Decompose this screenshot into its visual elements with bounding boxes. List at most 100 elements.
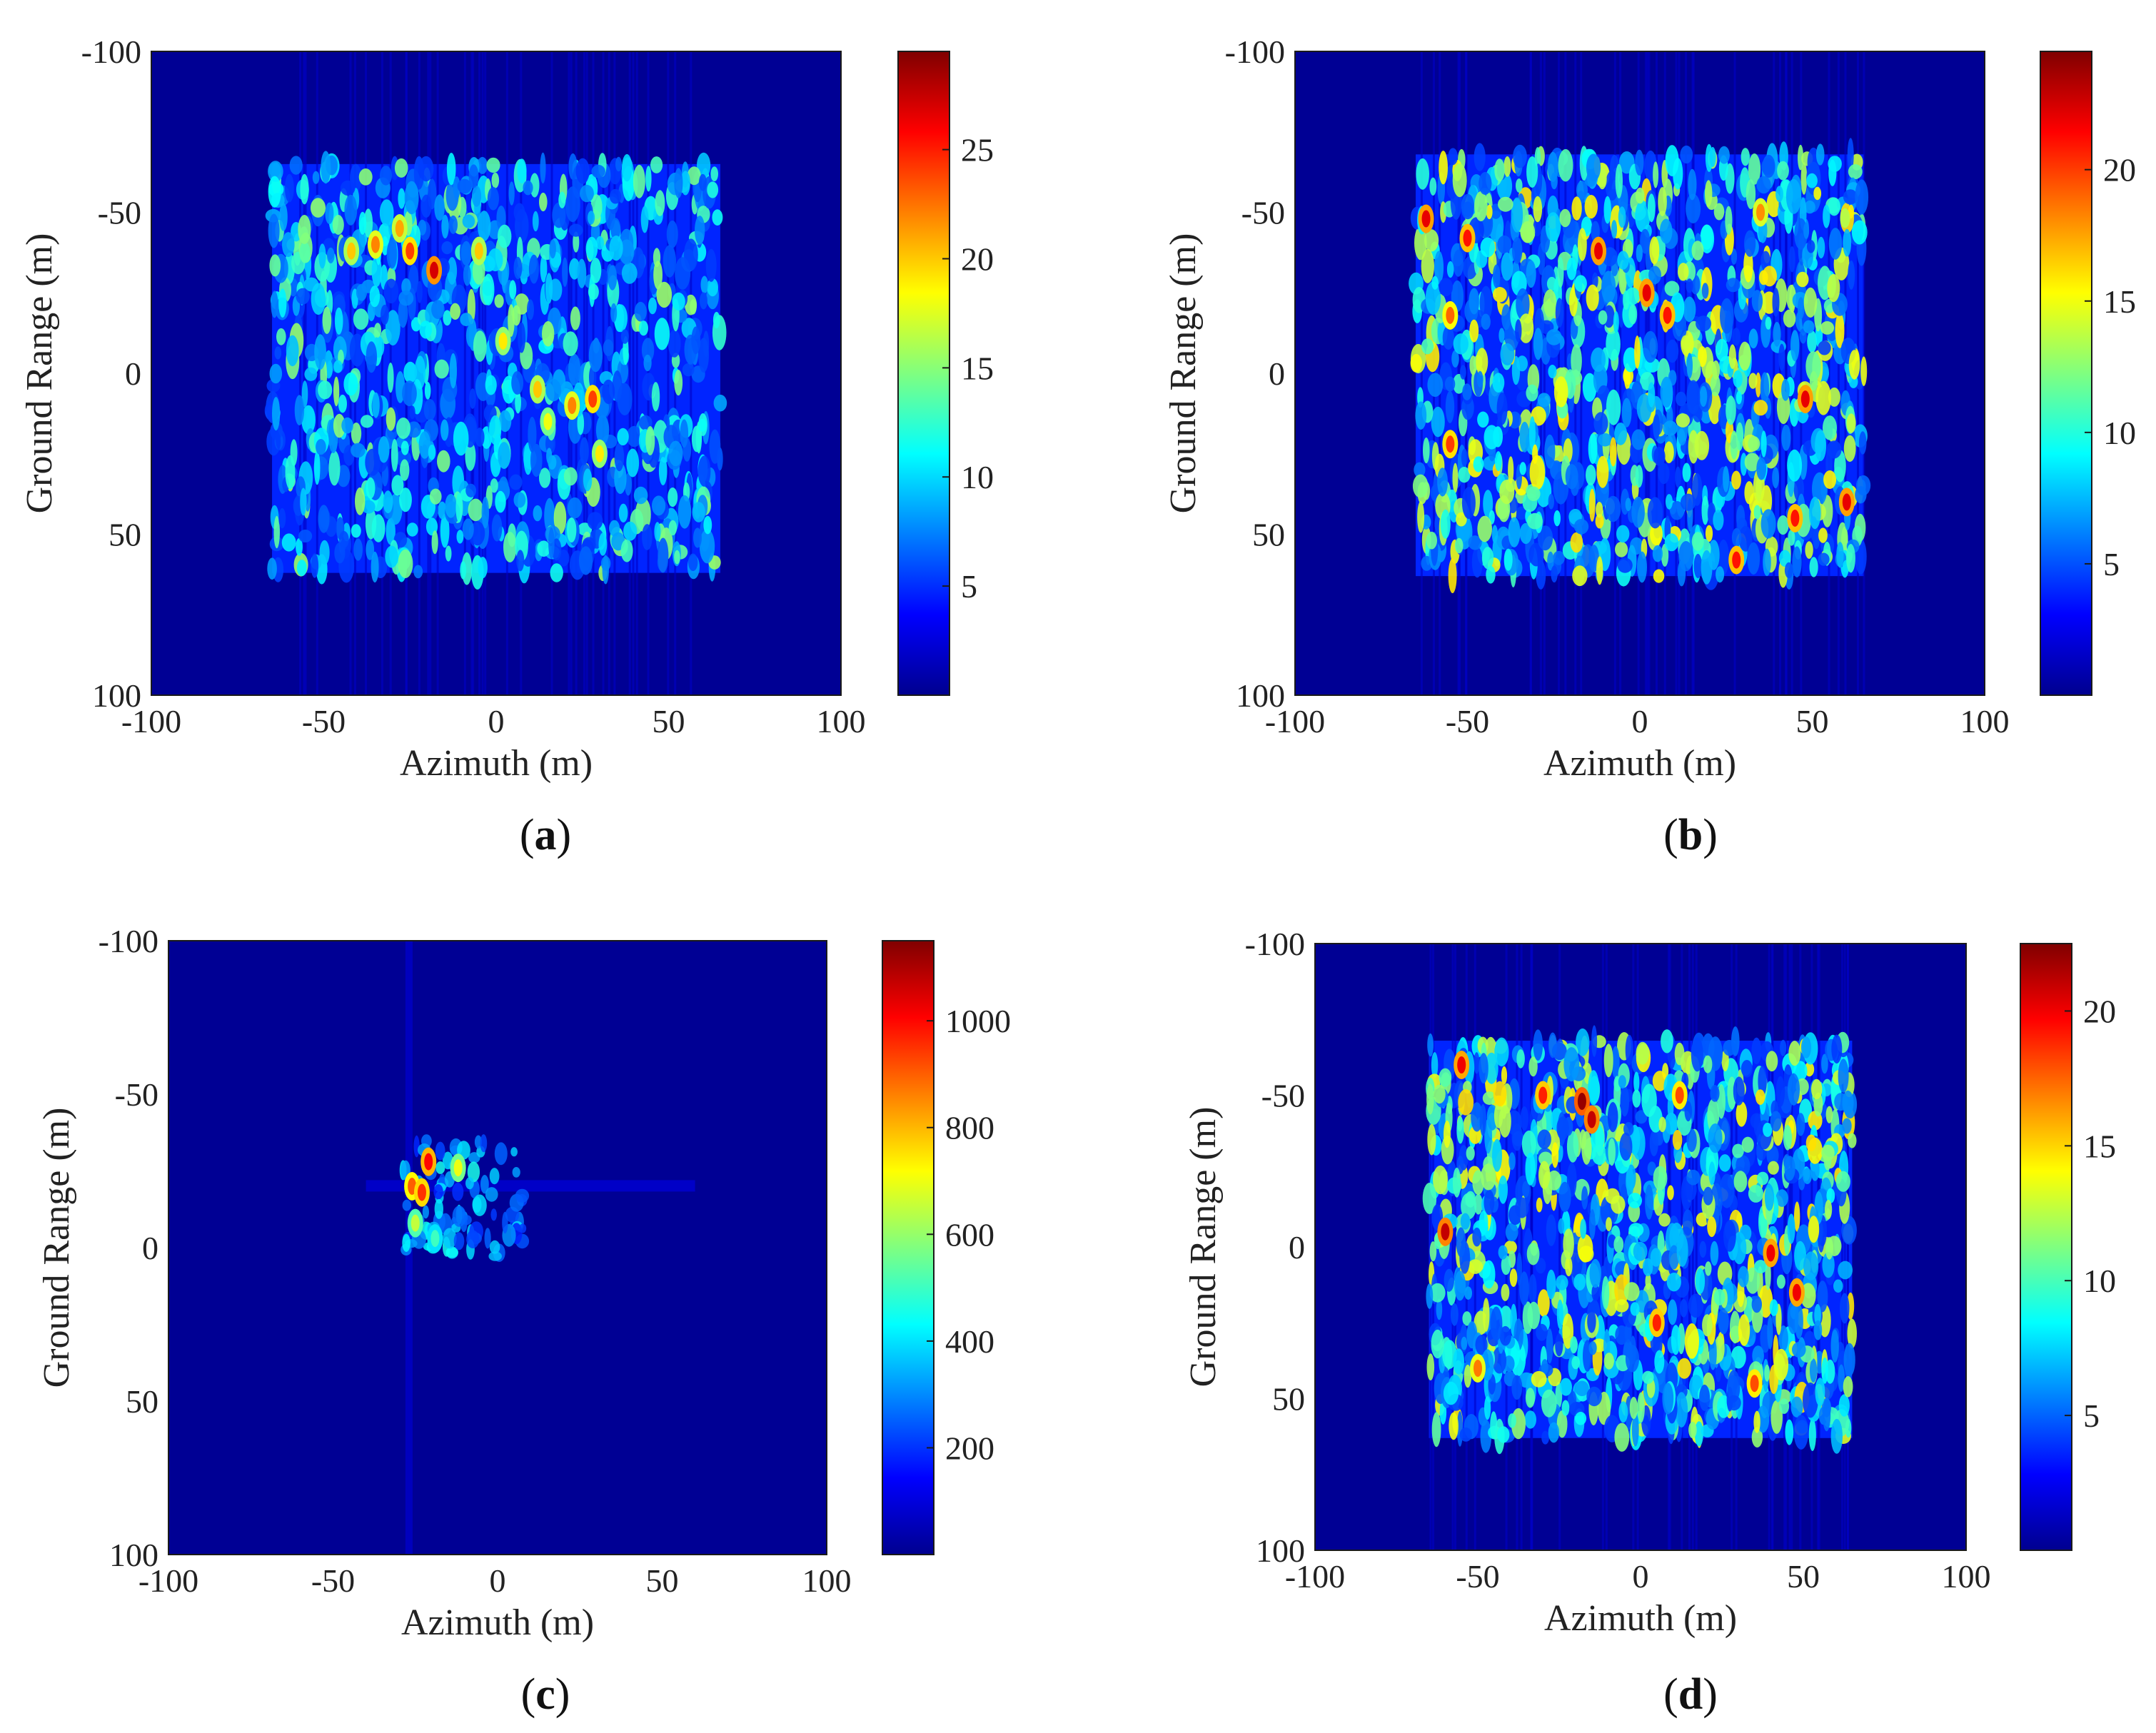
hotspot	[568, 397, 577, 415]
speckle	[674, 550, 680, 565]
speckle	[1569, 287, 1578, 317]
speckle	[1429, 177, 1437, 196]
speckle	[1439, 278, 1454, 297]
speckle	[1796, 271, 1809, 288]
speckle	[385, 545, 398, 568]
speckle	[1444, 376, 1456, 392]
speckle	[455, 492, 463, 523]
speckle	[1695, 1268, 1706, 1294]
speckle	[707, 278, 718, 297]
speckle	[1433, 1165, 1448, 1195]
speckle	[1833, 1279, 1843, 1293]
streak	[478, 51, 481, 695]
speckle	[1586, 465, 1596, 486]
speckle	[1481, 1163, 1496, 1191]
speckle	[1718, 1308, 1729, 1335]
speckle	[1696, 315, 1712, 332]
speckle	[1708, 1161, 1716, 1186]
speckle	[1556, 1410, 1568, 1438]
speckle	[1792, 546, 1802, 577]
streak	[520, 51, 523, 695]
speckle	[1468, 535, 1482, 550]
speckle	[428, 444, 436, 460]
hotspot	[1642, 284, 1651, 302]
speckle	[1785, 1419, 1794, 1445]
speckle	[467, 1161, 480, 1183]
speckle	[1474, 1052, 1480, 1074]
speckle	[1553, 550, 1565, 565]
speckle	[515, 391, 521, 414]
speckle	[1433, 1084, 1446, 1104]
speckle	[1652, 545, 1663, 562]
speckle	[552, 202, 566, 228]
speckle	[338, 394, 347, 413]
speckle	[1768, 1161, 1779, 1175]
speckle	[387, 362, 394, 393]
hotspot	[1800, 390, 1810, 408]
speckle	[1625, 1034, 1634, 1066]
speckle	[457, 178, 472, 194]
speckle	[1515, 319, 1522, 343]
speckle	[651, 382, 660, 412]
streak	[1457, 51, 1460, 695]
speckle	[485, 1187, 498, 1202]
speckle	[1748, 1184, 1764, 1203]
speckle	[1461, 448, 1468, 468]
speckle	[268, 176, 281, 208]
colorbar-tick-label: 20	[2103, 152, 2136, 188]
speckle	[1524, 1410, 1536, 1429]
speckle	[1623, 1282, 1640, 1301]
speckle	[365, 448, 381, 476]
streak	[550, 51, 553, 695]
speckle	[1469, 319, 1479, 343]
speckle	[539, 192, 548, 212]
speckle	[642, 524, 653, 550]
speckle	[313, 450, 321, 485]
speckle	[1515, 1197, 1529, 1218]
speckle	[289, 156, 303, 175]
speckle	[1520, 1106, 1528, 1131]
speckle	[1679, 1299, 1688, 1318]
speckle	[268, 213, 280, 248]
speckle	[271, 290, 278, 318]
speckle	[511, 370, 523, 395]
y-tick-label: 100	[92, 677, 141, 714]
speckle	[1578, 228, 1587, 261]
speckle	[1699, 1384, 1711, 1411]
speckle	[1744, 481, 1754, 505]
speckle	[621, 262, 638, 284]
speckle	[1781, 424, 1791, 451]
streak	[470, 51, 473, 695]
speckle	[619, 239, 635, 265]
speckle	[300, 487, 307, 516]
speckle	[1494, 158, 1505, 182]
speckle	[709, 429, 721, 464]
speckle	[587, 512, 603, 530]
x-tick-label: 100	[817, 703, 866, 739]
speckle	[528, 416, 537, 453]
speckle	[588, 339, 603, 373]
speckle	[396, 418, 410, 439]
speckle	[1458, 467, 1471, 483]
x-tick-label: 100	[1942, 1558, 1991, 1595]
streak	[1800, 51, 1803, 695]
speckle	[1464, 1286, 1473, 1300]
streak	[1420, 51, 1423, 695]
speckle	[1637, 551, 1647, 583]
speckle	[462, 518, 474, 540]
speckle	[1596, 455, 1609, 488]
speckle	[1777, 161, 1789, 181]
speckle	[1492, 264, 1501, 288]
speckle	[1748, 436, 1760, 451]
speckle	[1511, 1123, 1523, 1151]
speckle	[278, 288, 287, 318]
speckle	[1712, 360, 1720, 380]
speckle	[1519, 462, 1526, 475]
hotspot	[1577, 1093, 1586, 1110]
speckle	[480, 1134, 488, 1153]
speckle	[1479, 172, 1492, 195]
hotspot	[347, 242, 356, 260]
speckle	[545, 273, 553, 304]
speckle	[573, 231, 580, 253]
speckle	[1508, 517, 1521, 547]
